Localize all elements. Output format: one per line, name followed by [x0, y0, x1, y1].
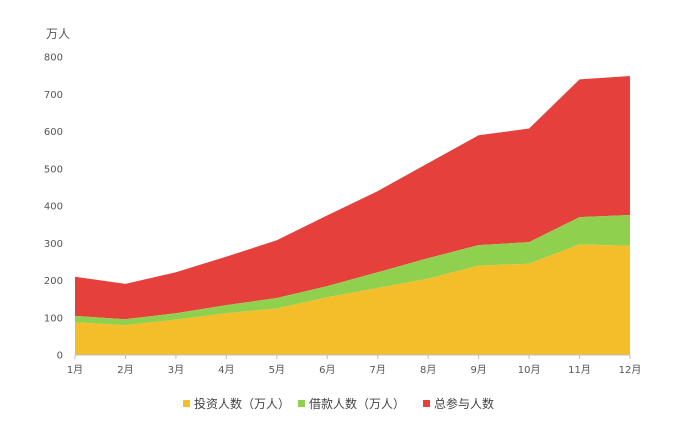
legend-swatch-3	[423, 400, 430, 407]
legend-label-3: 总参与人数	[434, 396, 494, 411]
y-tick-label: 600	[44, 127, 63, 138]
y-tick-label: 300	[44, 239, 63, 250]
legend-swatch-2	[298, 400, 305, 407]
y-axis-unit-label: 万人	[46, 27, 70, 41]
y-tick-label: 100	[44, 313, 63, 324]
area-series-2	[75, 214, 630, 326]
x-tick-label: 3月	[168, 364, 184, 376]
y-tick-label: 0	[57, 351, 63, 362]
x-tick-label: 4月	[218, 364, 234, 376]
x-axis: 1月 2月 3月 4月 5月 6月 7月 8月 9月 10月 11月 12月	[67, 355, 642, 376]
y-tick-label: 700	[44, 90, 63, 101]
y-tick-label: 400	[44, 202, 63, 213]
legend-label-2: 借款人数（万人）	[309, 396, 405, 411]
legend-swatch-1	[183, 400, 190, 407]
x-tick-label: 6月	[319, 364, 335, 376]
x-tick-label: 2月	[117, 364, 133, 376]
x-tick-label: 10月	[518, 364, 541, 376]
x-tick-label: 7月	[370, 364, 386, 376]
legend-label-1: 投资人数（万人）	[194, 396, 290, 411]
x-tick-label: 8月	[420, 364, 436, 376]
x-tick-label: 5月	[269, 364, 285, 376]
y-tick-label: 800	[44, 53, 63, 64]
x-tick-label: 12月	[619, 364, 642, 376]
x-tick-label: 1月	[67, 364, 83, 376]
y-tick-label: 200	[44, 276, 63, 287]
y-tick-label: 500	[44, 164, 63, 175]
plot-area	[75, 75, 630, 355]
x-tick-label: 11月	[568, 364, 591, 376]
x-tick-label: 9月	[470, 364, 486, 376]
area-series-3	[75, 75, 630, 320]
y-axis: 0 100 200 300 400 500 600 700 800	[44, 53, 63, 362]
area-series-1	[75, 244, 630, 355]
legend: 投资人数（万人） 借款人数（万人） 总参与人数	[183, 396, 494, 411]
